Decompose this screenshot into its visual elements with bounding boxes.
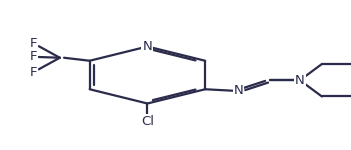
Text: F: F	[30, 37, 37, 50]
Text: F: F	[30, 66, 37, 78]
Text: N: N	[143, 40, 152, 53]
Text: F: F	[30, 51, 37, 63]
Text: N: N	[234, 84, 243, 97]
Text: Cl: Cl	[141, 115, 154, 128]
Text: N: N	[295, 74, 305, 87]
Text: N: N	[295, 74, 305, 87]
